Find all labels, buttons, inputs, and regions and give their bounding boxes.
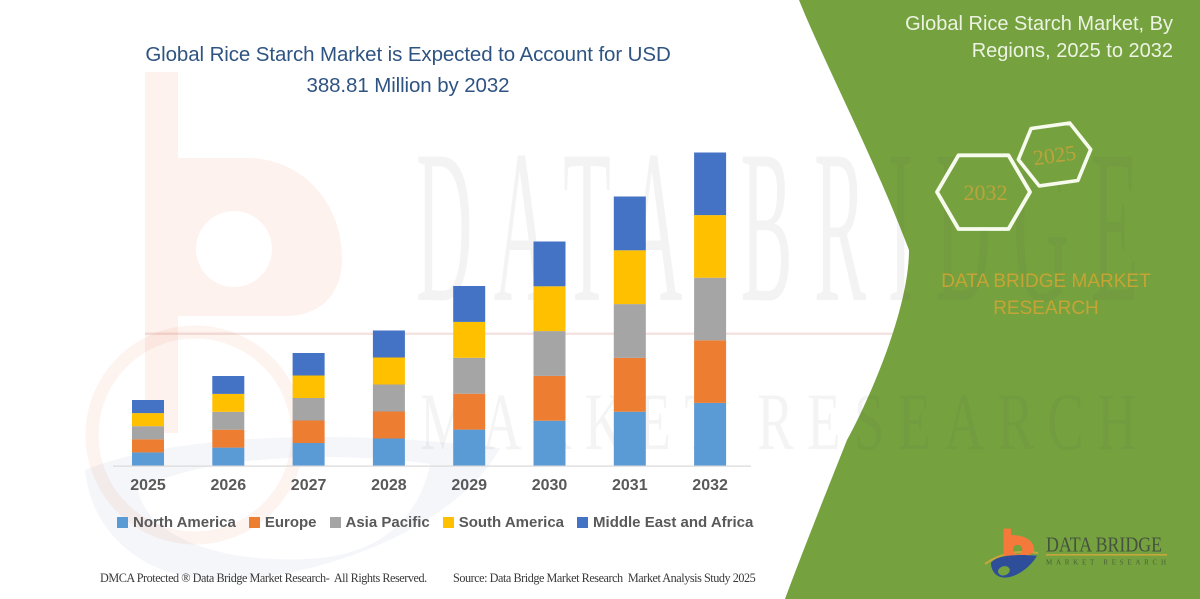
svg-text:MARKET RESEARCH: MARKET RESEARCH: [1046, 559, 1166, 567]
svg-text:2032: 2032: [964, 180, 1008, 205]
svg-text:MARKET RESEARCH: MARKET RESEARCH: [420, 376, 1150, 467]
svg-text:2025: 2025: [1032, 141, 1078, 171]
svg-text:DATA BRIDGE: DATA BRIDGE: [1046, 533, 1162, 557]
